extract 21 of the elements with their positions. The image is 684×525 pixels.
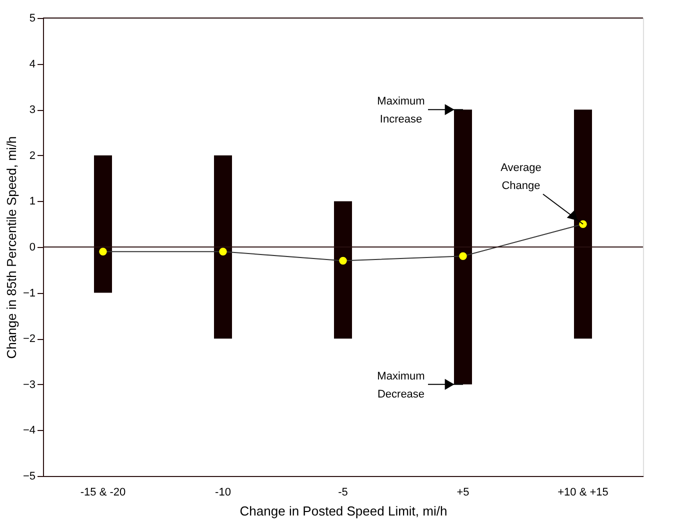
y-tick-label: 3: [29, 104, 36, 116]
annotation: Maximum Decrease: [377, 370, 425, 400]
y-tick-label: −1: [22, 287, 36, 300]
y-tick-label: 4: [29, 58, 36, 70]
annotation: Maximum Increase: [377, 96, 425, 126]
y-tick-label: 1: [29, 196, 36, 208]
y-tick-label: 5: [29, 12, 36, 24]
y-tick-label: 2: [29, 150, 36, 162]
x-axis-title: Change in Posted Speed Limit, mi/h: [240, 504, 448, 518]
y-tick-label: −3: [22, 378, 36, 391]
y-axis-title: Change in 85th Percentile Speed, mi/h: [4, 136, 19, 359]
x-tick-label: -15 & -20: [80, 486, 126, 498]
x-tick-label: +5: [456, 486, 470, 498]
x-tick-label: -5: [338, 486, 348, 498]
y-tick-label: −2: [22, 333, 36, 346]
x-tick-label: -10: [215, 486, 231, 498]
y-tick-label: −4: [22, 424, 36, 437]
annotation: Average Change: [500, 162, 542, 192]
y-tick-label: −5: [22, 470, 36, 482]
x-tick-label: +10 & +15: [558, 486, 608, 498]
y-tick-label: 0: [29, 242, 36, 254]
